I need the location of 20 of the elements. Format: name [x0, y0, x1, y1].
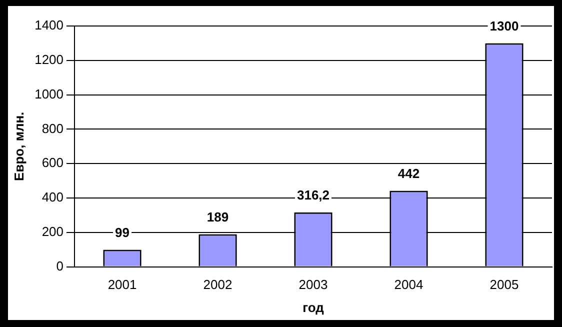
data-label: 99: [115, 224, 130, 240]
data-label: 189: [206, 209, 229, 224]
data-label: 1300: [490, 18, 519, 34]
y-tick-label: 1200: [34, 52, 64, 67]
x-tick-label: 2002: [203, 277, 232, 292]
y-tick-label: 1000: [34, 86, 64, 102]
y-tick-label: 1400: [34, 18, 64, 33]
x-axis-title: год: [302, 300, 325, 315]
x-tick-label: 2001: [108, 277, 137, 292]
x-tick-label: 2003: [298, 277, 328, 292]
y-tick-label: 800: [42, 120, 64, 136]
y-tick-label: 400: [42, 190, 64, 205]
y-axis-title: Евро, млн.: [11, 112, 26, 181]
data-label: 442: [398, 166, 420, 181]
y-tick-label: 200: [42, 224, 64, 239]
x-tick-label: 2004: [394, 277, 424, 292]
y-tick-label: 600: [42, 155, 64, 170]
data-label: 316,2: [296, 187, 330, 202]
y-tick-label: 0: [56, 258, 64, 274]
x-tick-label: 2005: [490, 277, 519, 292]
